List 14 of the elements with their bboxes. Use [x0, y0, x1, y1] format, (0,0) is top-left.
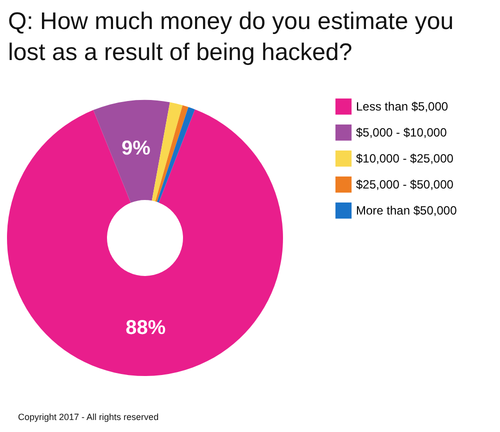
donut-slice [155, 105, 188, 202]
donut-slice [156, 106, 195, 203]
legend-label: More than $50,000 [356, 204, 458, 218]
legend-label: $5,000 - $10,000 [356, 126, 448, 140]
chart-title: Q: How much money do you estimate you lost as a result of being hacked? [8, 7, 455, 68]
text: Copyright 2017 - All rights reserved [18, 412, 159, 422]
donut-slice [93, 100, 170, 203]
data-label: 88% [126, 317, 166, 339]
data-label: 9% [121, 137, 151, 160]
legend-label: Less than $5,000 [356, 100, 448, 114]
legend-label: $25,000 - $50,000 [356, 178, 454, 192]
legend-label: $10,000 - $25,000 [356, 152, 454, 166]
donut-slice [7, 109, 283, 376]
donut-slice [152, 102, 183, 202]
